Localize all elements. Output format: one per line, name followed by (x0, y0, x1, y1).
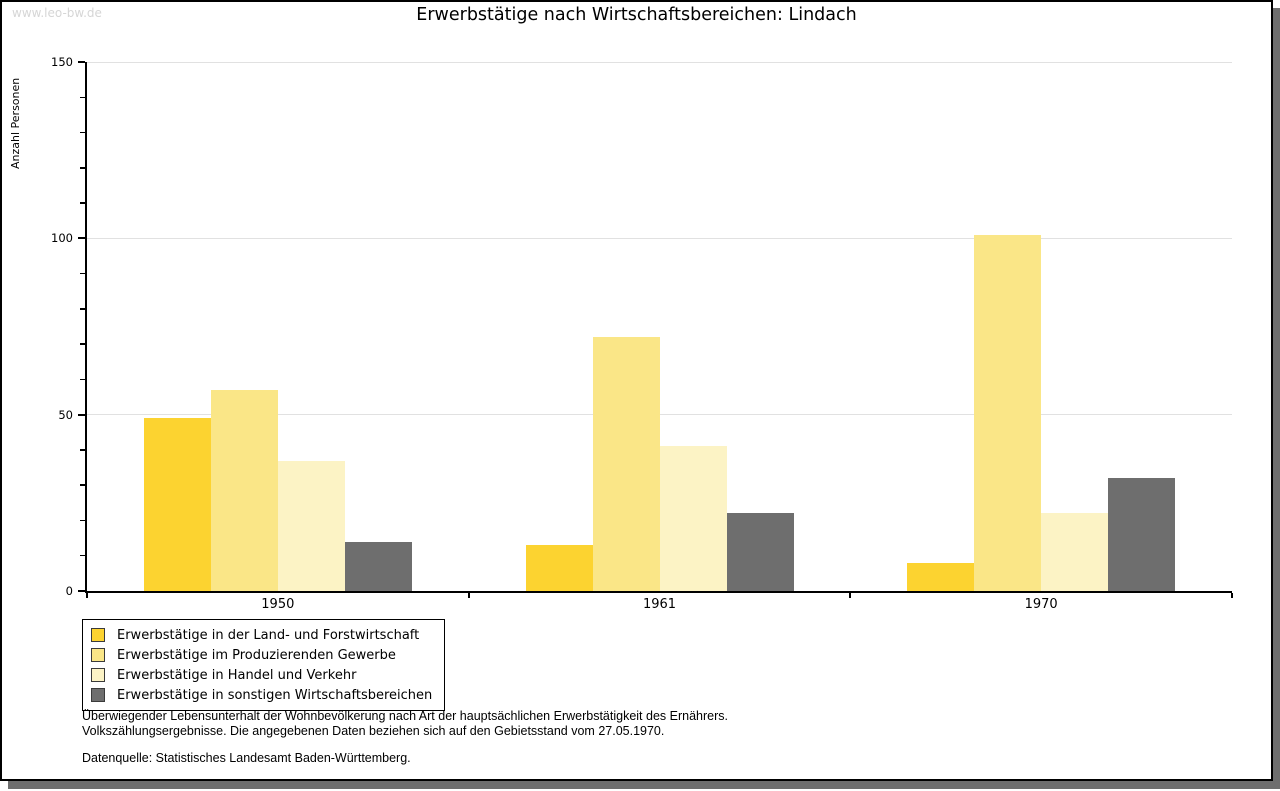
footnote-line-1: Überwiegender Lebensunterhalt der Wohnbe… (82, 709, 728, 723)
y-minor-tick (80, 484, 85, 486)
bar-1961-series4 (726, 513, 794, 591)
source-note: Datenquelle: Statistisches Landesamt Bad… (82, 751, 411, 765)
gridline-150 (87, 61, 1232, 63)
y-major-tick (78, 413, 85, 416)
legend-label: Erwerbstätige in Handel und Verkehr (117, 667, 357, 683)
footnotes: Überwiegender Lebensunterhalt der Wohnbe… (82, 709, 728, 766)
legend: Erwerbstätige in der Land- und Forstwirt… (82, 619, 446, 711)
y-minor-tick (80, 202, 85, 204)
legend-label: Erwerbstätige in der Land- und Forstwirt… (117, 627, 420, 643)
bar-1961-series3 (659, 446, 727, 591)
footnote-line-2: Volkszählungsergebnisse. Die angegebenen… (82, 723, 665, 738)
x-axis-label: 1950 (261, 597, 295, 612)
y-minor-tick (80, 343, 85, 345)
y-major-tick (78, 237, 85, 240)
y-minor-tick (80, 449, 85, 451)
y-axis-title: Anzahl Personen (9, 77, 22, 169)
x-tick (86, 593, 88, 598)
gridline-50 (87, 414, 1232, 416)
y-major-tick (78, 590, 85, 592)
bar-1961-series1 (525, 545, 593, 591)
legend-item: Erwerbstätige in Handel und Verkehr (91, 665, 432, 685)
gridline-100 (87, 237, 1232, 239)
bar-1970-series3 (1041, 513, 1109, 591)
x-tick (849, 593, 852, 598)
y-tick-label: 150 (51, 55, 73, 69)
bar-1950-series2 (210, 389, 278, 591)
bar-1970-series4 (1108, 478, 1176, 591)
y-minor-tick (80, 167, 85, 169)
plot-area: 0 50 100 150 1950 1961 1970 (51, 55, 1233, 612)
y-minor-tick (80, 519, 85, 522)
y-minor-tick (80, 378, 85, 381)
x-axis-label: 1970 (1024, 597, 1058, 612)
x-axis-label: 1961 (642, 597, 677, 612)
legend-swatch (91, 628, 105, 642)
bar-1950-series4 (344, 541, 412, 591)
y-minor-tick (80, 272, 85, 275)
bar-1970-series1 (907, 562, 975, 591)
legend-item: Erwerbstätige im Produzierenden Gewerbe (91, 645, 432, 665)
legend-item: Erwerbstätige in der Land- und Forstwirt… (91, 625, 432, 645)
y-tick-label: 50 (58, 407, 73, 422)
legend-swatch (91, 668, 105, 682)
y-minor-tick (80, 131, 85, 134)
legend-swatch (91, 648, 105, 662)
bar-1950-series1 (143, 418, 211, 591)
legend-swatch (91, 688, 105, 702)
y-major-tick (78, 61, 85, 63)
y-tick-label: 0 (65, 584, 73, 598)
legend-label: Erwerbstätige in sonstigen Wirtschaftsbe… (117, 687, 433, 703)
watermark: www.leo-bw.de (12, 6, 102, 20)
legend-label: Erwerbstätige im Produzierenden Gewerbe (117, 647, 396, 663)
legend-item: Erwerbstätige in sonstigen Wirtschaftsbe… (91, 685, 432, 705)
bar-1970-series2 (974, 234, 1042, 591)
chart-title: Erwerbstätige nach Wirtschaftsbereichen:… (416, 5, 857, 25)
y-minor-tick (80, 96, 85, 99)
bar-1950-series3 (277, 460, 345, 591)
y-minor-tick (80, 308, 85, 310)
y-tick-label: 100 (51, 231, 73, 246)
x-tick (467, 593, 470, 598)
x-tick (1231, 593, 1233, 598)
y-minor-tick (80, 554, 85, 557)
bar-1961-series2 (592, 337, 660, 591)
